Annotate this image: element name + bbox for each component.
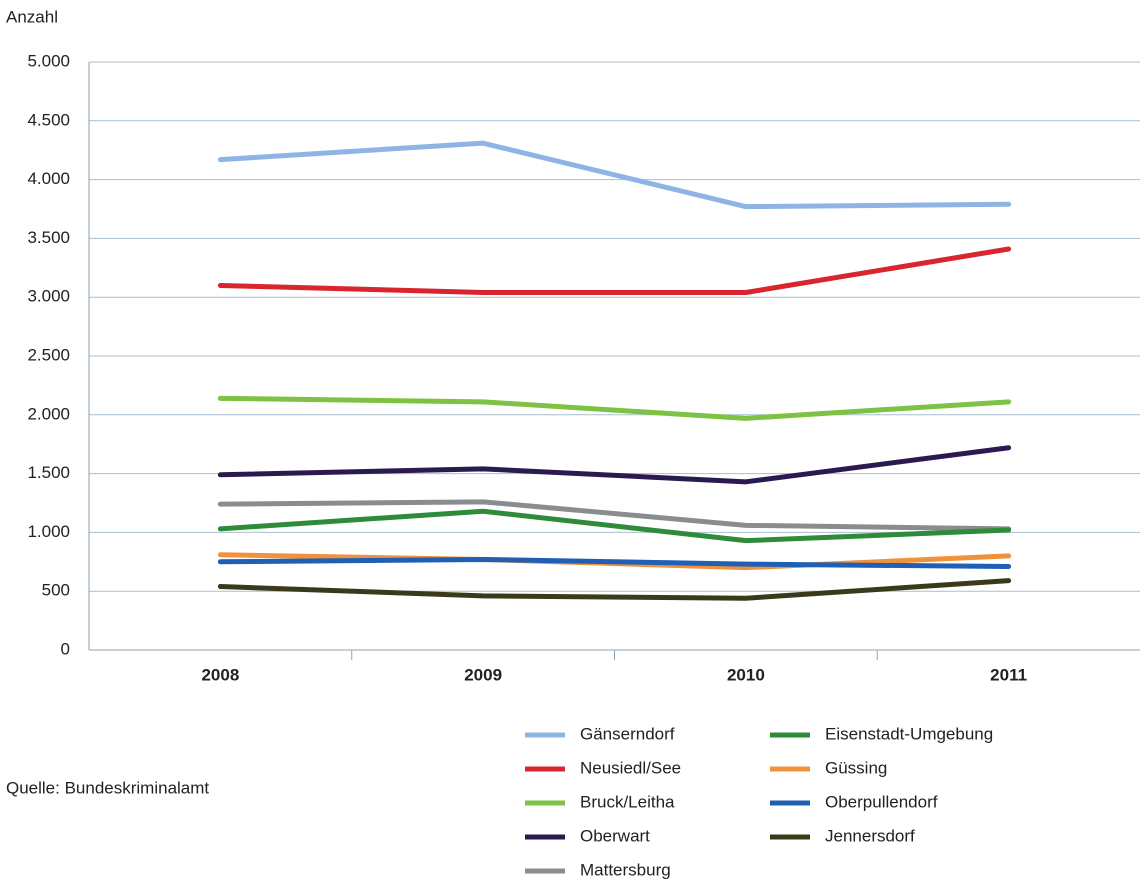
y-tick-label: 4.500: [27, 110, 70, 129]
y-tick-label: 3.000: [27, 287, 70, 306]
y-tick-label: 5.000: [27, 51, 70, 70]
legend-label: Gänserndorf: [580, 724, 675, 743]
y-tick-label: 1.500: [27, 463, 70, 482]
source-note: Quelle: Bundeskriminalamt: [6, 778, 209, 797]
series-line: [217, 499, 1012, 532]
series-line: [217, 508, 1012, 544]
legend-label: Bruck/Leitha: [580, 792, 675, 811]
x-tick-label: 2008: [201, 665, 239, 684]
series-line: [217, 578, 1012, 601]
y-tick-label: 500: [42, 581, 70, 600]
legend-label: Jennersdorf: [825, 826, 915, 845]
series-line: [217, 246, 1012, 295]
legend-label: Mattersburg: [580, 860, 671, 879]
series-line: [217, 445, 1012, 485]
y-tick-label: 3.500: [27, 228, 70, 247]
x-tick-label: 2010: [727, 665, 765, 684]
y-tick-label: 2.000: [27, 404, 70, 423]
legend-label: Güssing: [825, 758, 887, 777]
y-tick-label: 1.000: [27, 522, 70, 541]
x-tick-label: 2011: [990, 665, 1027, 684]
y-tick-label: 0: [61, 639, 70, 658]
x-tick-label: 2009: [464, 665, 502, 684]
legend-label: Oberpullendorf: [825, 792, 938, 811]
legend-label: Eisenstadt-Umgebung: [825, 724, 993, 743]
legend-label: Neusiedl/See: [580, 758, 681, 777]
legend-label: Oberwart: [580, 826, 650, 845]
y-tick-label: 4.000: [27, 169, 70, 188]
series-line: [217, 140, 1012, 210]
series-line: [217, 556, 1012, 570]
y-axis-label: Anzahl: [6, 7, 58, 26]
y-tick-label: 2.500: [27, 345, 70, 364]
series-line: [217, 395, 1012, 421]
